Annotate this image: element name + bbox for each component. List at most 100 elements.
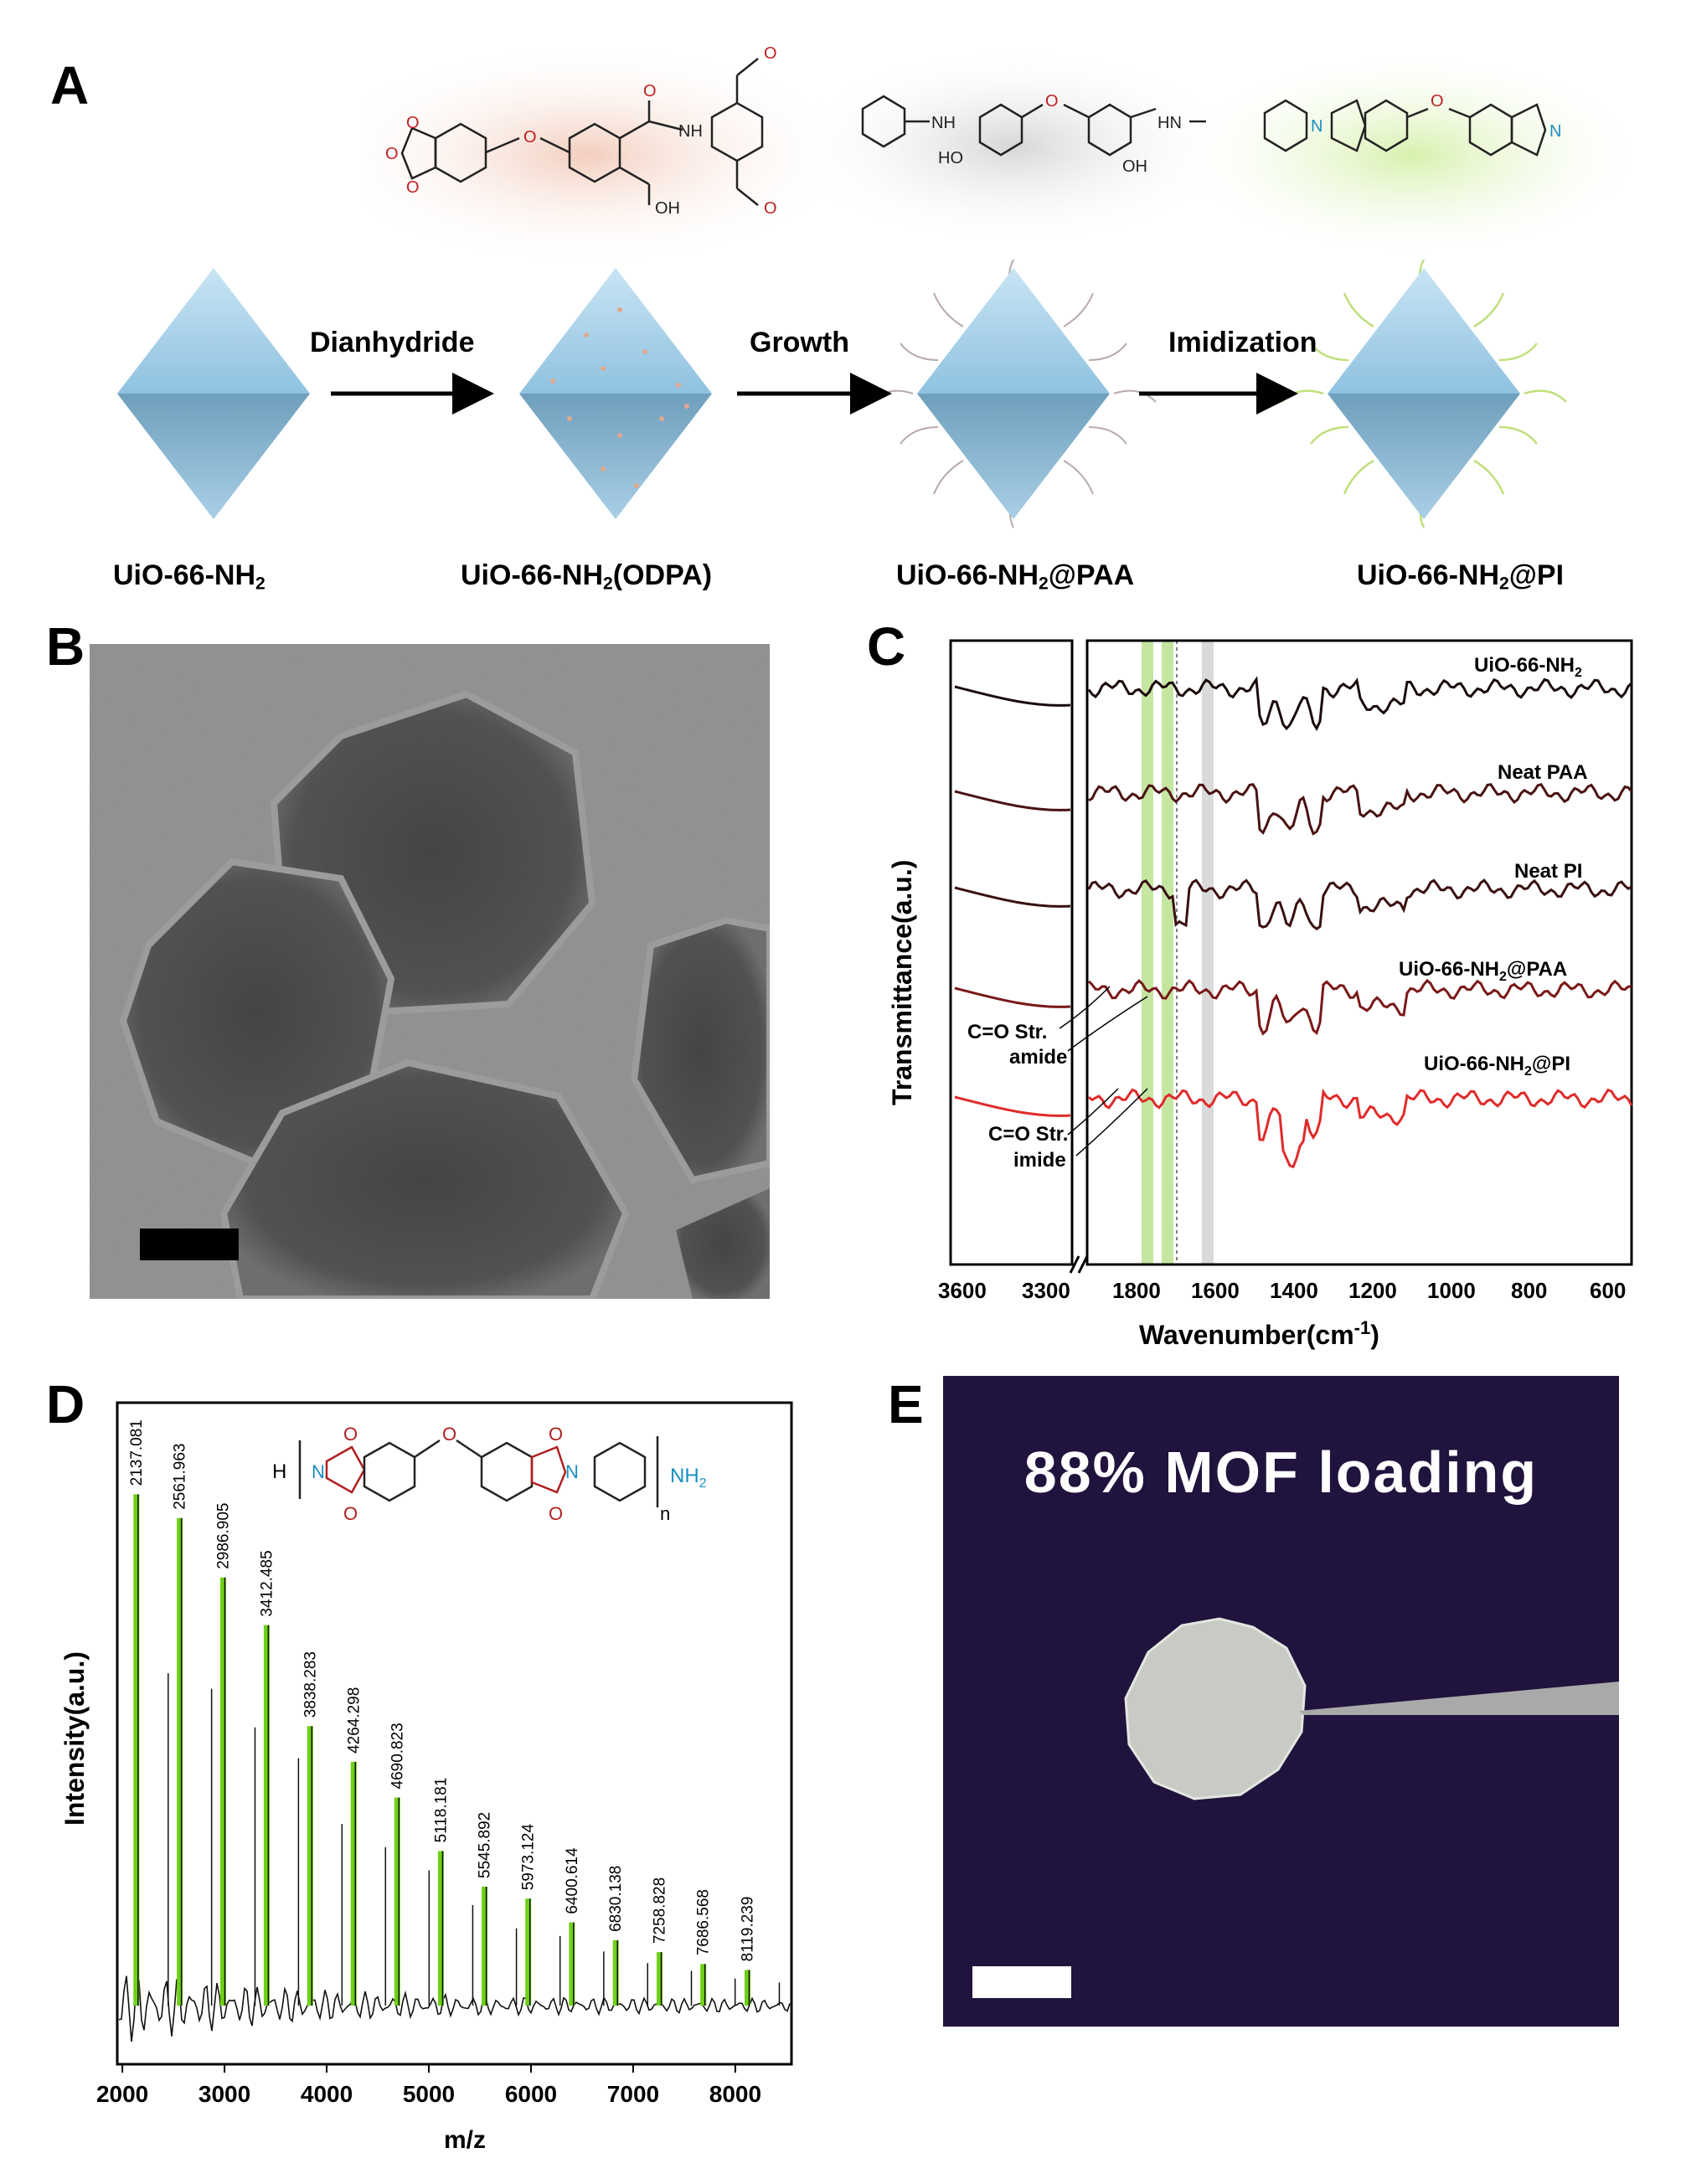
chem-o-paa: O (1045, 92, 1059, 111)
tem-particles (90, 644, 770, 1299)
chem-n-pi-2: N (1549, 122, 1561, 141)
annot-arrow-imide-1 (1067, 1088, 1119, 1136)
band-green-1 (1142, 641, 1153, 1265)
label-uio66-odpa-sub: 2 (603, 574, 613, 594)
band-green-2 (1162, 641, 1173, 1265)
ftir-line-paa-right (1088, 783, 1633, 836)
arrow-label-imidization: Imidization (1168, 327, 1317, 358)
maldi-xlabel: m/z (444, 2126, 486, 2154)
band-grey (1202, 641, 1214, 1265)
chem-oh-1: OH (655, 199, 680, 218)
inset-nh: NH (670, 1465, 699, 1487)
tick-3300: 3300 (1022, 1278, 1070, 1303)
series-label-uiopi-main: UiO-66-NH (1424, 1053, 1524, 1075)
label-uio66-nh2-main: UiO-66-NH (113, 559, 256, 591)
panel-letter-a: A (50, 55, 90, 116)
chem-oh-paa: OH (1122, 157, 1147, 176)
ftir-series (954, 676, 1633, 1169)
tick-1800: 1800 (1112, 1278, 1161, 1303)
annot-arrow-imide-2 (1075, 1088, 1148, 1156)
tem-image (90, 644, 770, 1299)
maldi-chart: Intensity(a.u.) m/z 2000 3000 4000 5000 6000… (59, 1401, 793, 2154)
maldi-peak-label-11: 6830.138 (607, 1866, 625, 1932)
tick-600: 600 (1590, 1278, 1626, 1303)
photo-content (972, 1617, 1619, 1998)
chem-nh: NH (678, 122, 703, 141)
chem-o-7: O (764, 199, 777, 218)
tweezers (1299, 1682, 1619, 1715)
ftir-xlabel-main: Wavenumber(cm (1139, 1320, 1354, 1350)
inset-index-n: n (660, 1503, 670, 1524)
annot-imide-1: C=O Str. (988, 1123, 1068, 1146)
photo-membrane: 88% MOF loading (943, 1376, 1619, 2027)
maldi-peak-label-6: 4690.823 (389, 1723, 406, 1789)
series-label-paa: Neat PAA (1498, 761, 1588, 784)
ftir-line-pi-right (1087, 878, 1632, 931)
ftir-break-mark-1 (1069, 1255, 1080, 1274)
scale-bar-e (972, 1966, 1071, 1998)
glow-pi (1160, 46, 1663, 264)
label-uio66-paa-suffix: @PAA (1048, 559, 1135, 591)
label-uio66-pi: UiO-66-NH2@PI (1357, 559, 1564, 594)
series-label-uio-main: UiO-66-NH (1474, 654, 1575, 677)
series-label-uiopaa-sub: 2 (1499, 970, 1507, 984)
annot-arrow-amide-1 (1059, 986, 1111, 1029)
ftir-axes (949, 639, 1633, 1274)
ftir-line-uiopaa-left (954, 986, 1071, 1008)
series-label-uiopaa-main: UiO-66-NH (1399, 958, 1499, 981)
label-uio66-odpa-suffix: (ODPA) (612, 559, 713, 591)
arrow-label-dianhydride: Dianhydride (310, 327, 475, 358)
label-uio66-pi-suffix: @PI (1508, 559, 1565, 591)
octahedron-odpa (519, 268, 712, 519)
chem-n-pi-1: N (1311, 117, 1323, 136)
inset-h: H (272, 1460, 286, 1483)
maldi-peak-label-13: 7686.568 (695, 1889, 713, 1955)
panel-letter-b: B (46, 616, 85, 677)
structure-pi (1263, 99, 1547, 157)
ftir-line-uiopi-right (1088, 1088, 1633, 1169)
maldi-peak-label-9: 5973.124 (520, 1824, 538, 1891)
label-uio66-nh2: UiO-66-NH2 (113, 559, 266, 594)
panel-letter-c: C (867, 616, 906, 677)
ftir-line-uiopi-left (954, 1095, 1071, 1117)
structure-paa (861, 95, 1206, 157)
inset-o-2: O (343, 1503, 358, 1524)
photo-title: 88% MOF loading (1023, 1440, 1539, 1505)
annot-amide-2: amide (1009, 1046, 1067, 1069)
maldi-peak-label-10: 6400.614 (564, 1847, 581, 1914)
maldi-peak-label-3: 3412.485 (258, 1550, 276, 1616)
maldi-frame (116, 1401, 793, 2066)
label-uio66-paa: UiO-66-NH2@PAA (896, 559, 1134, 594)
inset-o-1: O (343, 1424, 358, 1445)
inset-n-2: N (565, 1461, 579, 1482)
panel-letter-d: D (46, 1374, 85, 1435)
maldi-tick-label-6000: 6000 (505, 2081, 557, 2107)
ftir-frame-left (949, 639, 1074, 1266)
ftir-line-uiopaa-right (1087, 978, 1632, 1036)
octahedron-pi (1281, 260, 1567, 528)
maldi-inset-structure (298, 1436, 659, 1507)
maldi-tick-label-4000: 4000 (301, 2081, 353, 2107)
maldi-tick-label-8000: 8000 (709, 2081, 761, 2107)
tick-3600: 3600 (938, 1278, 987, 1303)
maldi-peak-label-1: 2561.963 (172, 1444, 189, 1510)
maldi-peak-label-8: 5545.892 (477, 1812, 494, 1878)
maldi-peak-label-14: 8119.239 (739, 1897, 756, 1962)
series-label-uio-sub: 2 (1575, 666, 1582, 680)
annot-imide-2: imide (1013, 1149, 1066, 1172)
maldi-ylabel: Intensity(a.u.) (59, 1651, 90, 1826)
highlight-bands (1142, 641, 1214, 1265)
ftir-line-uio-right (1087, 676, 1633, 732)
maldi-tick-label-7000: 7000 (607, 2081, 659, 2107)
inset-o-4: O (549, 1424, 563, 1445)
maldi-peak-label-0: 2137.081 (128, 1419, 146, 1486)
series-label-uiopi-suffix: @PI (1532, 1053, 1570, 1075)
ftir-line-paa-left (954, 790, 1071, 811)
inset-nh2: NH2 (670, 1465, 707, 1491)
ftir-line-pi-left (954, 886, 1071, 908)
label-uio66-odpa: UiO-66-NH2(ODPA) (461, 559, 712, 594)
chem-nh-paa: NH (931, 114, 956, 132)
maldi-tick-label-3000: 3000 (199, 2081, 250, 2107)
scale-bar-b (140, 1228, 239, 1260)
maldi-plot: 2000 3000 4000 5000 6000 7000 8000 2137.081 2561… (96, 1401, 793, 2107)
